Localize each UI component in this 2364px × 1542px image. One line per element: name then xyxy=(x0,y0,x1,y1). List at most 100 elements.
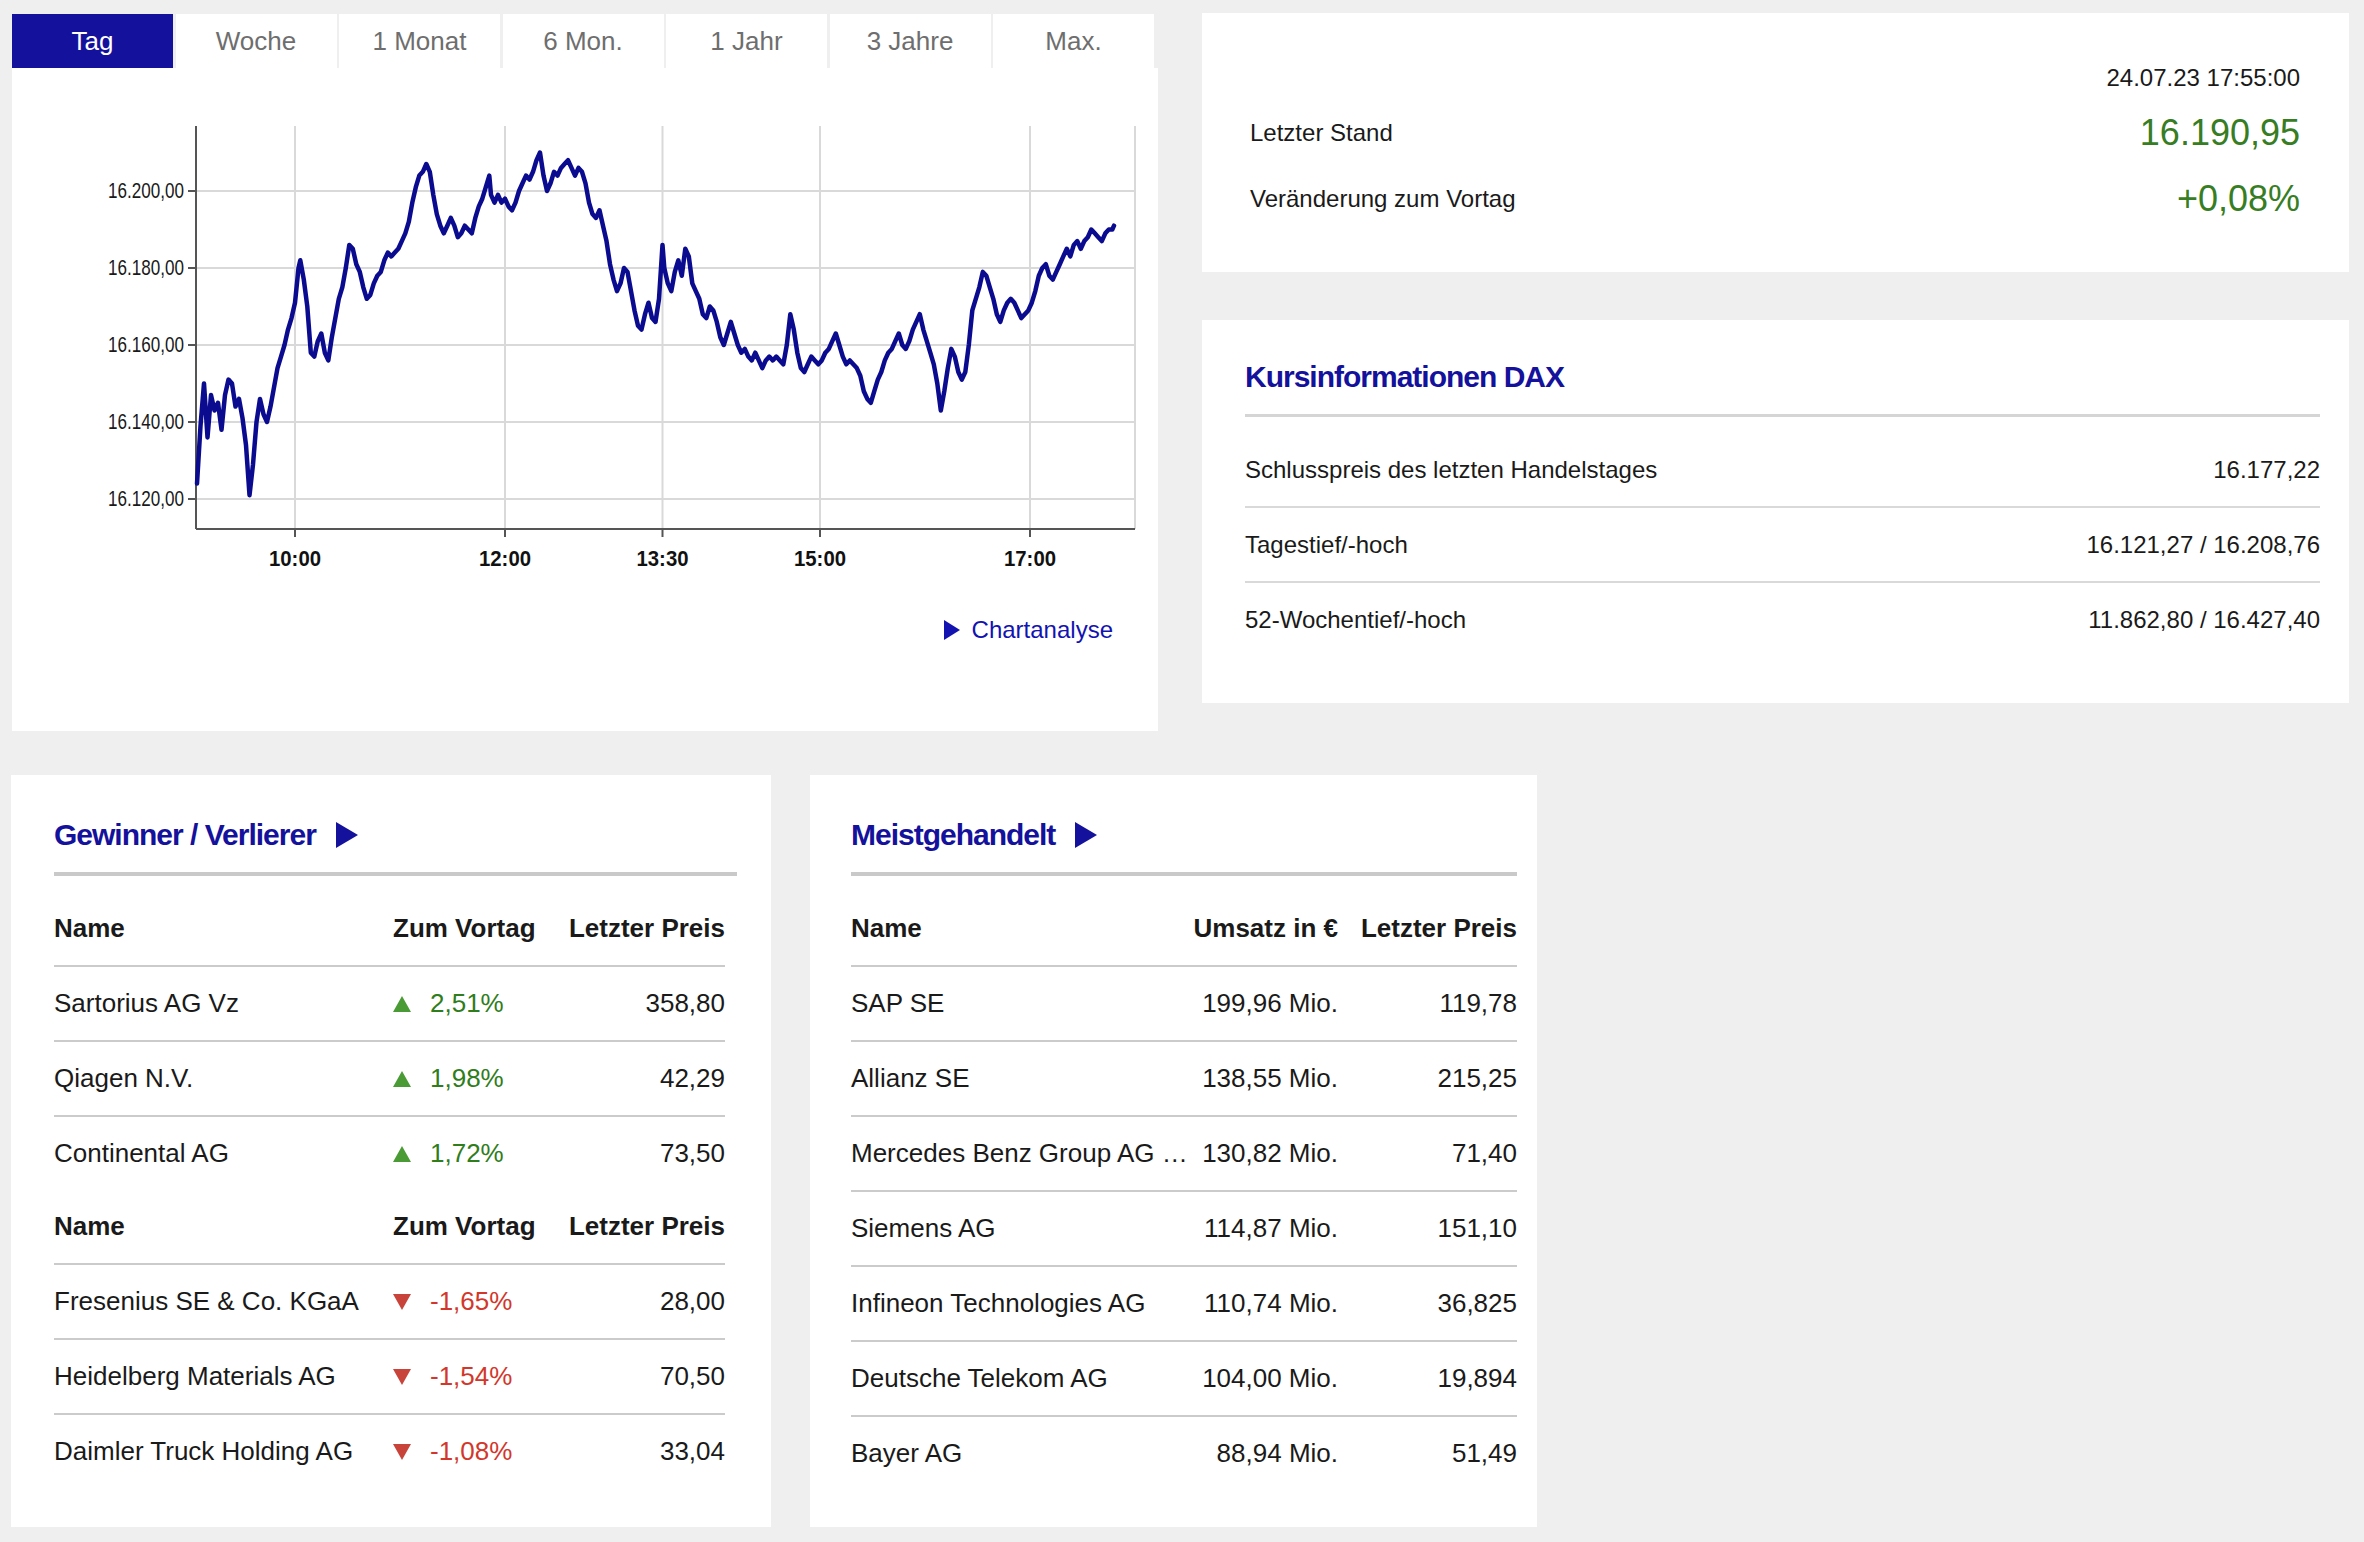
chartanalyse-link[interactable]: Chartanalyse xyxy=(944,616,1113,644)
stock-row[interactable]: Heidelberg Materials AG-1,54%70,50 xyxy=(54,1340,725,1415)
volume: 114,87 Mio. xyxy=(1204,1213,1338,1244)
last-price: 36,825 xyxy=(1437,1288,1517,1319)
most-traded-panel: Meistgehandelt NameUmsatz in €Letzter Pr… xyxy=(810,775,1537,1527)
stock-name: Continental AG xyxy=(54,1138,660,1169)
last-price: 215,25 xyxy=(1437,1063,1517,1094)
col-letzter-preis: Letzter Preis xyxy=(569,913,725,944)
change-percent: 2,51% xyxy=(430,988,504,1019)
kursinformationen-panel: Kursinformationen DAX Schlusspreis des l… xyxy=(1202,320,2349,703)
kursinfo-row: Tagestief/-hoch 16.121,27 / 16.208,76 xyxy=(1245,508,2320,583)
stock-row[interactable]: SAP SE199,96 Mio.119,78 xyxy=(851,967,1517,1042)
svg-text:16.140,00: 16.140,00 xyxy=(108,409,184,434)
stock-name: Allianz SE xyxy=(851,1063,1437,1094)
tab-1-monat[interactable]: 1 Monat xyxy=(339,14,500,68)
last-price: 28,00 xyxy=(660,1286,725,1317)
arrow-right-icon xyxy=(1075,822,1097,848)
kursinfo-row-value: 16.177,22 xyxy=(2213,456,2320,484)
svg-text:13:30: 13:30 xyxy=(637,546,689,571)
gainers-losers-title: Gewinner / Verlierer xyxy=(54,815,316,855)
svg-text:16.180,00: 16.180,00 xyxy=(108,255,184,280)
stock-row[interactable]: Continental AG1,72% 73,50 xyxy=(54,1117,725,1190)
up-triangle-icon xyxy=(393,996,411,1012)
svg-text:16.120,00: 16.120,00 xyxy=(108,486,184,511)
gainers-losers-heading[interactable]: Gewinner / Verlierer xyxy=(54,815,751,855)
divider xyxy=(851,872,1517,876)
table-header-row: NameUmsatz in €Letzter Preis xyxy=(851,892,1517,967)
divider xyxy=(54,872,737,876)
change-cell: -1,65% xyxy=(393,1286,512,1317)
svg-text:16.160,00: 16.160,00 xyxy=(108,332,184,357)
most-traded-heading[interactable]: Meistgehandelt xyxy=(851,815,1517,855)
volume: 110,74 Mio. xyxy=(1204,1288,1338,1319)
volume: 199,96 Mio. xyxy=(1202,988,1338,1019)
last-price: 358,80 xyxy=(645,988,725,1019)
kursinfo-row-value: 16.121,27 / 16.208,76 xyxy=(2086,531,2320,559)
change-cell: -1,08% xyxy=(393,1436,512,1467)
stock-row[interactable]: Qiagen N.V.1,98%42,29 xyxy=(54,1042,725,1117)
tab-6-mon-[interactable]: 6 Mon. xyxy=(503,14,664,68)
chart-period-tabs: TagWoche1 Monat6 Mon.1 Jahr3 JahreMax. xyxy=(12,14,1157,68)
stock-row[interactable]: Mercedes Benz Group AG …130,82 Mio.71,40 xyxy=(851,1117,1517,1192)
quote-summary-panel: 24.07.23 17:55:00 Letzter Stand 16.190,9… xyxy=(1202,13,2349,272)
col-letzter-preis: Letzter Preis xyxy=(1361,913,1517,944)
kursinfo-row-label: Schlusspreis des letzten Handelstages xyxy=(1245,456,1657,484)
down-triangle-icon xyxy=(393,1369,411,1385)
kursinformationen-rows: Schlusspreis des letzten Handelstages 16.… xyxy=(1245,417,2320,656)
change-value: +0,08% xyxy=(2177,178,2300,220)
last-price: 119,78 xyxy=(1439,988,1517,1019)
stock-row[interactable]: Infineon Technologies AG110,74 Mio. 36,82… xyxy=(851,1267,1517,1342)
stock-row[interactable]: Sartorius AG Vz2,51%358,80 xyxy=(54,967,725,1042)
col-zum-vortag: Zum Vortag xyxy=(393,913,536,944)
svg-text:12:00: 12:00 xyxy=(479,546,531,571)
svg-text:15:00: 15:00 xyxy=(794,546,846,571)
volume: 88,94 Mio. xyxy=(1217,1438,1338,1469)
col-zum-vortag: Zum Vortag xyxy=(393,1211,536,1242)
tab-max-[interactable]: Max. xyxy=(993,14,1154,68)
kursinformationen-title: Kursinformationen DAX xyxy=(1245,358,2320,396)
change-label: Veränderung zum Vortag xyxy=(1250,185,1516,213)
stock-row[interactable]: Allianz SE138,55 Mio.215,25 xyxy=(851,1042,1517,1117)
last-price: 19,894 xyxy=(1437,1363,1517,1394)
stock-name: Deutsche Telekom AG xyxy=(851,1363,1437,1394)
up-triangle-icon xyxy=(393,1146,411,1162)
tab-1-jahr[interactable]: 1 Jahr xyxy=(666,14,827,68)
stock-name: Mercedes Benz Group AG … xyxy=(851,1138,1452,1169)
chart-panel: 16.120,00 16.140,00 16.160,00 16.180,00 16.2… xyxy=(12,68,1158,731)
stock-row[interactable]: Daimler Truck Holding AG-1,08%33,04 xyxy=(54,1415,725,1488)
svg-text:17:00: 17:00 xyxy=(1004,546,1056,571)
down-triangle-icon xyxy=(393,1294,411,1310)
stock-row[interactable]: Deutsche Telekom AG104,00 Mio. 19,894 xyxy=(851,1342,1517,1417)
kursinfo-row-label: Tagestief/-hoch xyxy=(1245,531,1408,559)
tab-tag[interactable]: Tag xyxy=(12,14,173,68)
quote-timestamp: 24.07.23 17:55:00 xyxy=(1202,63,2300,93)
change-cell: 1,98% xyxy=(393,1063,504,1094)
last-price: 151,10 xyxy=(1437,1213,1517,1244)
kursinfo-row: Schlusspreis des letzten Handelstages 16.… xyxy=(1245,433,2320,508)
volume: 104,00 Mio. xyxy=(1202,1363,1338,1394)
tab-3-jahre[interactable]: 3 Jahre xyxy=(830,14,991,68)
kursinfo-row-value: 11.862,80 / 16.427,40 xyxy=(2088,606,2320,634)
last-price: 71,40 xyxy=(1452,1138,1517,1169)
most-traded-title: Meistgehandelt xyxy=(851,815,1055,855)
table-header-row: NameZum VortagLetzter Preis xyxy=(54,892,725,967)
stock-row[interactable]: Siemens AG114,87 Mio. 151,10 xyxy=(851,1192,1517,1267)
change-percent: 1,98% xyxy=(430,1063,504,1094)
tab-woche[interactable]: Woche xyxy=(176,14,337,68)
change-percent: 1,72% xyxy=(430,1138,504,1169)
change-cell: 2,51% xyxy=(393,988,504,1019)
col-umsatz: Umsatz in € xyxy=(1194,913,1339,944)
kursinfo-row: 52-Wochentief/-hoch 11.862,80 / 16.427,40 xyxy=(1245,583,2320,656)
stock-name: Siemens AG xyxy=(851,1213,1437,1244)
last-price: 73,50 xyxy=(660,1138,725,1169)
kursinfo-row-label: 52-Wochentief/-hoch xyxy=(1245,606,1466,634)
stock-name: Infineon Technologies AG xyxy=(851,1288,1437,1319)
gainers-losers-table: NameZum VortagLetzter PreisSartorius AG … xyxy=(54,892,725,1488)
stock-name: Daimler Truck Holding AG xyxy=(54,1436,660,1467)
arrow-right-icon xyxy=(944,620,960,640)
stock-row[interactable]: Bayer AG88,94 Mio.51,49 xyxy=(851,1417,1517,1490)
stock-row[interactable]: Fresenius SE & Co. KGaA-1,65%28,00 xyxy=(54,1265,725,1340)
last-price: 51,49 xyxy=(1452,1438,1517,1469)
svg-text:16.200,00: 16.200,00 xyxy=(108,178,184,203)
dax-dashboard: TagWoche1 Monat6 Mon.1 Jahr3 JahreMax. 1… xyxy=(0,0,2364,1542)
gainers-losers-panel: Gewinner / Verlierer NameZum VortagLetzt… xyxy=(11,775,771,1527)
